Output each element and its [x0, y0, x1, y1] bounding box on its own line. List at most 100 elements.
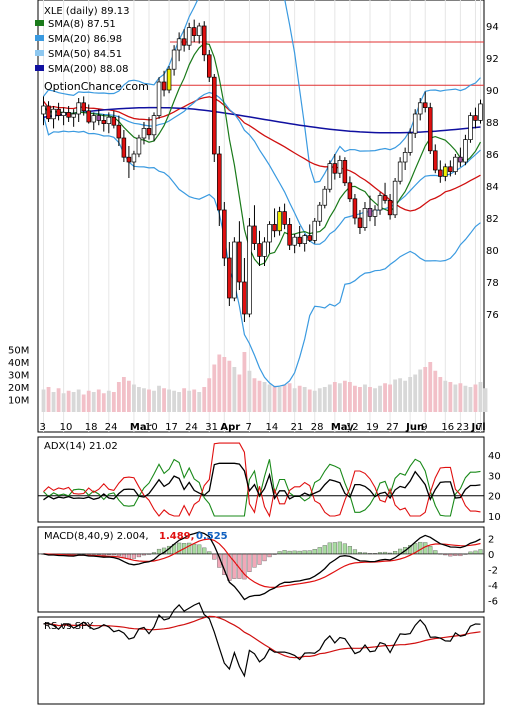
candle-body	[322, 188, 328, 206]
candle-body	[262, 241, 267, 257]
macd-histogram-bar	[307, 550, 312, 555]
x-tick-label: 27	[386, 422, 399, 433]
price-tick-label: 80	[486, 246, 499, 257]
candle-body	[342, 160, 348, 184]
x-tick-label: 10	[145, 422, 158, 433]
candle-body	[196, 25, 202, 36]
candle-body	[116, 124, 122, 139]
macd-histogram-bar	[247, 553, 252, 572]
macd-histogram-bar	[468, 551, 473, 555]
candle-body	[392, 180, 398, 216]
volume-bar	[363, 384, 367, 412]
candle-body	[61, 112, 66, 116]
macd-histogram-bar	[262, 553, 267, 562]
macd-tick-label: -4	[488, 581, 498, 592]
macd-histogram-bar	[192, 543, 197, 555]
candle-body	[227, 257, 232, 299]
volume-bar	[317, 388, 322, 412]
candle-body	[443, 166, 448, 177]
volume-bar	[56, 388, 61, 412]
macd-histogram-bar	[257, 553, 262, 565]
candle-body	[141, 128, 147, 139]
volume-bar	[192, 389, 197, 412]
candle-body	[473, 115, 478, 121]
volume-bar	[448, 382, 453, 412]
volume-bar	[212, 364, 217, 412]
price-tick-label: 78	[486, 278, 499, 289]
macd-histogram-bar	[282, 550, 287, 555]
candle-body	[282, 211, 287, 225]
volume-bar	[373, 388, 377, 412]
volume-bar	[468, 387, 473, 412]
macd-panel: 2 0 -2 -4 -6	[37, 526, 498, 613]
candle-body	[71, 113, 76, 118]
volume-bar	[418, 369, 423, 412]
ticker-label: XLE (daily) 89.13	[44, 6, 129, 17]
rs-line	[43, 602, 481, 678]
candle-body	[232, 241, 237, 299]
candle-body	[433, 150, 438, 171]
volume-bar	[71, 392, 76, 412]
volume-bar	[222, 357, 227, 412]
candle-body	[307, 235, 312, 241]
macd-histogram-bar	[232, 553, 237, 579]
macd-histogram-bar	[302, 550, 307, 555]
volume-bar	[342, 380, 347, 412]
candle-body	[131, 153, 137, 163]
candle-body	[297, 236, 302, 244]
volume-bar	[207, 378, 212, 412]
volume-bar	[347, 382, 352, 412]
x-tick-label: 14	[266, 422, 279, 433]
candle-body	[397, 161, 403, 182]
sma-red-line	[42, 96, 481, 212]
candle-body	[217, 153, 222, 211]
price-frame	[37, 0, 485, 433]
macd-histogram-bar	[312, 549, 317, 555]
macd-histogram-bar	[332, 542, 337, 555]
price-tick-label: 92	[486, 54, 499, 65]
volume-bar	[162, 388, 166, 412]
macd-histogram-bar	[287, 550, 292, 555]
volume-bar	[282, 384, 287, 412]
volume-bar	[41, 389, 46, 412]
x-tick-label: 3	[40, 422, 46, 433]
x-tick-label: 19	[366, 422, 379, 433]
x-tick-label: 21	[291, 422, 304, 433]
candle-body	[267, 224, 272, 243]
candle-body	[428, 107, 433, 152]
volume-bar	[413, 374, 418, 412]
sma20-line	[43, 91, 481, 245]
macd-tick-label: 0	[488, 550, 494, 561]
adx-tick-label: 10	[488, 512, 501, 523]
volume-bar	[272, 385, 277, 412]
candle-body	[478, 103, 483, 121]
rs-panel	[37, 602, 485, 705]
candle-body	[186, 27, 192, 46]
candle-body	[111, 116, 117, 126]
candle-body	[372, 209, 378, 217]
price-tick-label: 90	[486, 86, 499, 97]
candle-body	[422, 102, 428, 108]
macd-histogram-bar	[342, 543, 347, 555]
volume-bar	[383, 383, 387, 412]
volume-bar	[353, 385, 357, 412]
volume-bar	[96, 389, 101, 412]
x-tick-label: Jul	[470, 422, 485, 433]
candle-body	[96, 115, 102, 121]
adx-frame	[37, 436, 485, 523]
macd-signal-label: 1.489,	[159, 531, 194, 542]
candle-body	[166, 68, 172, 91]
candle-body	[121, 137, 127, 158]
candle-body	[207, 54, 212, 78]
volume-bar	[257, 380, 262, 412]
macd-histogram-bar	[252, 553, 257, 568]
macd-histogram-bar	[433, 550, 438, 555]
candle-body	[242, 281, 247, 315]
volume-bar	[393, 379, 398, 412]
macd-line	[43, 531, 481, 601]
macd-histogram-bar	[116, 553, 121, 557]
candle-body	[347, 182, 353, 200]
bollinger-lower	[42, 115, 481, 388]
macd-histogram-bar	[292, 550, 297, 555]
x-tick-label: Mar	[130, 422, 152, 433]
